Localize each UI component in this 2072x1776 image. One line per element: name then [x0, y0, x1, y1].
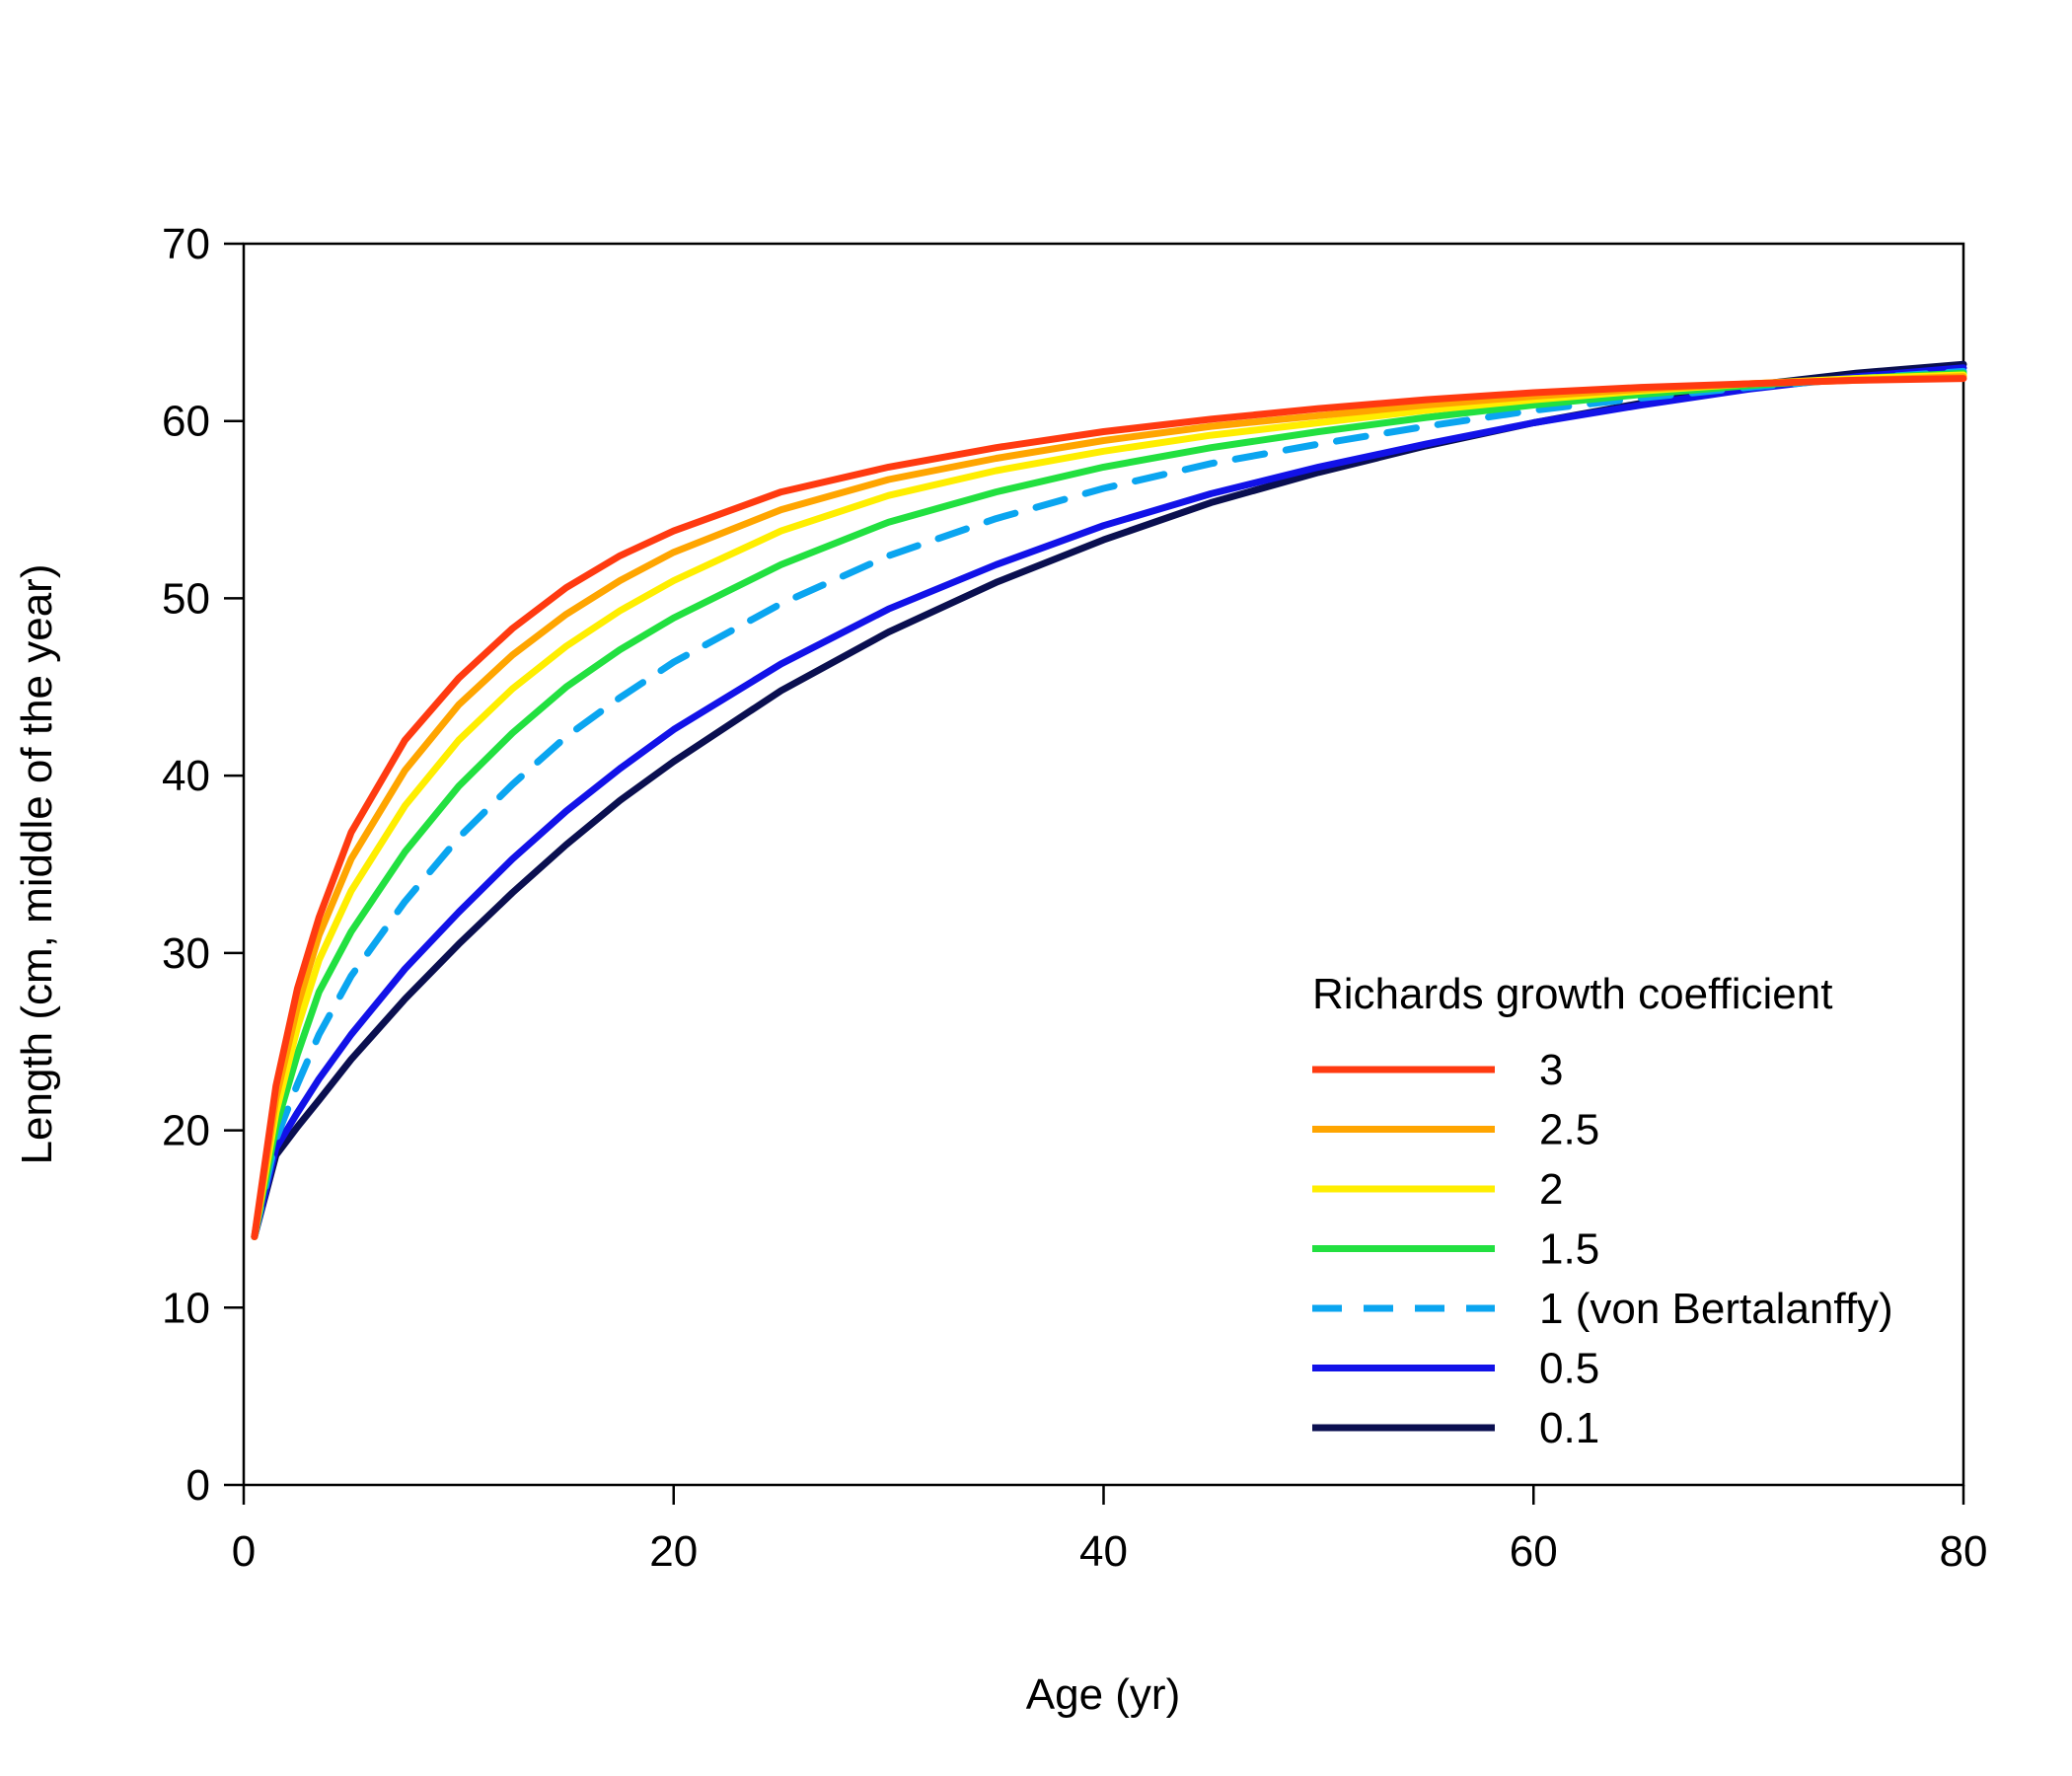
x-tick-label: 0: [232, 1527, 256, 1576]
y-tick-label: 10: [162, 1284, 210, 1332]
series-line: [251, 375, 1967, 1240]
x-tick-label: 40: [1079, 1527, 1128, 1576]
y-tick-label: 60: [162, 398, 210, 446]
legend: Richards growth coefficient 3 2.5 2 1.5 1 (v…: [1312, 970, 1893, 1452]
legend-label: 3: [1539, 1046, 1563, 1094]
legend-label: 2: [1539, 1165, 1563, 1214]
x-axis: 0 20 40 60 80: [232, 1485, 1988, 1576]
legend-label: 2.5: [1539, 1106, 1599, 1154]
x-tick-label: 20: [649, 1527, 698, 1576]
legend-label: 1.5: [1539, 1225, 1599, 1274]
series-line: [251, 371, 1967, 1240]
x-axis-title: Age (yr): [1026, 1670, 1180, 1719]
y-tick-label: 30: [162, 929, 210, 978]
y-axis: 0 10 20 30 40 50 60 70: [162, 220, 244, 1510]
series-line: [251, 369, 1967, 1240]
y-axis-title: Length (cm, middle of the year): [13, 564, 61, 1165]
series-line: [251, 360, 1967, 1240]
x-tick-label: 60: [1510, 1527, 1558, 1576]
series-line: [251, 364, 1967, 1240]
y-tick-label: 20: [162, 1107, 210, 1155]
legend-label: 0.1: [1539, 1404, 1599, 1452]
legend-title: Richards growth coefficient: [1312, 970, 1832, 1018]
x-tick-label: 80: [1940, 1527, 1988, 1576]
series-line: [251, 367, 1967, 1240]
y-tick-label: 0: [186, 1461, 210, 1510]
y-tick-label: 40: [162, 752, 210, 800]
legend-label: 1 (von Bertalanffy): [1539, 1285, 1893, 1333]
y-tick-label: 50: [162, 574, 210, 623]
legend-label: 0.5: [1539, 1345, 1599, 1393]
y-tick-label: 70: [162, 220, 210, 268]
series-line: [251, 373, 1967, 1240]
series-lines: [251, 360, 1967, 1240]
